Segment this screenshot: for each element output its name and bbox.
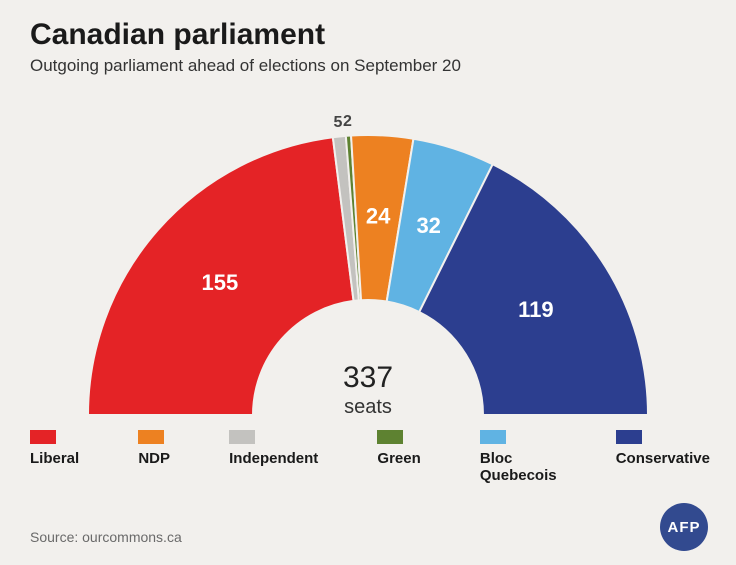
seat-count-ndp: 24 <box>366 204 391 229</box>
legend-item-green: Green <box>377 430 420 467</box>
legend-label-ndp: NDP <box>138 450 170 467</box>
seat-count-green: 2 <box>343 113 352 130</box>
legend-label-green: Green <box>377 450 420 467</box>
legend-swatch-ndp <box>138 430 164 444</box>
seat-count-liberal: 155 <box>201 270 238 295</box>
legend-item-ndp: NDP <box>138 430 170 467</box>
legend-label-conservative: Conservative <box>616 450 710 467</box>
seat-count-conservative: 119 <box>518 297 554 322</box>
legend-swatch-conservative <box>616 430 642 444</box>
source-text: Source: ourcommons.ca <box>30 529 182 545</box>
legend-label-liberal: Liberal <box>30 450 79 467</box>
legend-label-independent: Independent <box>229 450 318 467</box>
legend-swatch-independent <box>229 430 255 444</box>
legend-label-bloc: BlocQuebecois <box>480 450 557 485</box>
chart-subtitle: Outgoing parliament ahead of elections o… <box>30 56 461 76</box>
afp-logo: AFP <box>660 503 708 551</box>
legend-item-bloc: BlocQuebecois <box>480 430 557 485</box>
parliament-chart: 155 52 24 32 119 337seats <box>0 105 736 435</box>
legend-swatch-green <box>377 430 403 444</box>
legend: Liberal NDP Independent Green BlocQuebecois C… <box>30 430 710 485</box>
seat-count-bloc: 32 <box>416 213 440 238</box>
legend-item-conservative: Conservative <box>616 430 710 467</box>
legend-item-independent: Independent <box>229 430 318 467</box>
legend-swatch-bloc <box>480 430 506 444</box>
legend-item-liberal: Liberal <box>30 430 79 467</box>
total-seats-number: 337 <box>343 361 393 394</box>
total-seats-label: seats <box>344 396 392 418</box>
seat-count-independent: 5 <box>333 114 342 131</box>
semi-donut-svg: 155 52 24 32 119 337seats <box>28 105 708 435</box>
legend-swatch-liberal <box>30 430 56 444</box>
chart-title: Canadian parliament <box>30 18 325 52</box>
